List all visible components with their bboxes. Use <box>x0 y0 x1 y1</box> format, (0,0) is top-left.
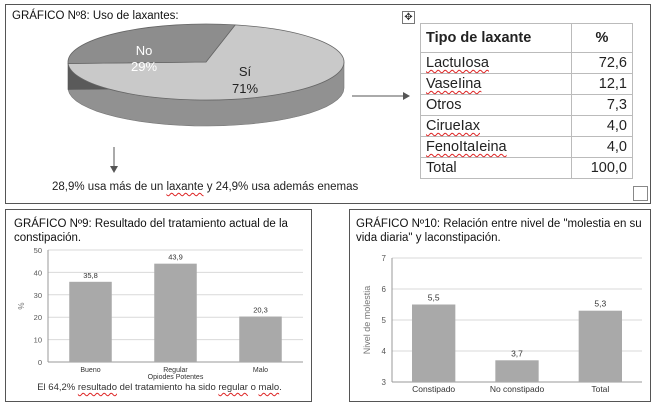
caption9-part: del tratamiento ha sido <box>116 382 219 393</box>
data-label: 3,7 <box>511 348 523 358</box>
y-tick-label: 20 <box>34 313 42 322</box>
pie-label-value: 29% <box>131 59 157 74</box>
y-tick-label: 5 <box>382 316 387 325</box>
y-tick-label: 40 <box>34 268 42 277</box>
y-axis-label: Nivel de molestia <box>362 286 372 355</box>
chart8-caption: 28,9% usa más de un laxante y 24,9% usa … <box>52 181 358 193</box>
data-label: 35,8 <box>83 271 98 280</box>
pie-label-name: No <box>136 43 153 58</box>
table-cell: FenoItaIeina <box>420 136 572 158</box>
bar <box>412 304 456 382</box>
x-tick-label: Total <box>591 384 609 394</box>
x-tick-label: Bueno <box>80 367 100 374</box>
chart9-caption: El 64,2% resultado del tratamiento ha si… <box>6 382 313 393</box>
x-tick-label: Malo <box>253 367 268 374</box>
y-tick-label: 4 <box>382 347 387 356</box>
y-tick-label: 6 <box>382 285 387 294</box>
x-tick-label: Constipado <box>412 384 455 394</box>
caption8-part: y 24,9% usa además enemas <box>203 181 359 193</box>
caption9-part: El 64,2% <box>37 382 78 393</box>
bar-chart-discomfort: 3 4 5 6 7 5,5 Constipado 3,7 No constipado 5,3 Tot… <box>362 254 642 394</box>
table-cell: 72,6 <box>571 52 633 74</box>
data-label: 5,5 <box>428 293 440 303</box>
bar <box>239 316 282 362</box>
table-cell: CirueIax <box>420 115 572 137</box>
y-tick-label: 50 <box>34 246 42 255</box>
table-row: FenoItaIeina 4,0 <box>420 136 633 158</box>
chart8-panel: GRÁFICO Nº8: Uso de laxantes: Sí 71% No 29%… <box>5 4 651 204</box>
table-row: VaseIina 12,1 <box>420 73 633 95</box>
caption9-part: . <box>279 382 282 393</box>
table-header: % <box>571 23 633 53</box>
chart9-panel: GRÁFICO Nº9: Resultado del tratamiento a… <box>5 209 312 402</box>
caption9-part: malo <box>258 382 280 393</box>
caption9-part: o <box>247 382 259 393</box>
chart10-panel: GRÁFICO Nº10: Relación entre nivel de "m… <box>349 209 651 402</box>
pie-slice-No <box>67 23 236 64</box>
x-tick-label: No constipado <box>490 384 545 394</box>
table-cell: 100,0 <box>571 157 633 179</box>
y-tick-label: 10 <box>34 336 42 345</box>
chart9-title: GRÁFICO Nº9: Resultado del tratamiento a… <box>14 218 288 244</box>
data-label: 43,9 <box>168 253 183 262</box>
y-tick-label: 7 <box>382 254 387 263</box>
caption8-part: laxante <box>166 181 204 193</box>
chart10-title: GRÁFICO Nº10: Relación entre nivel de "m… <box>356 218 642 244</box>
table-header-row: Tipo de laxante % <box>420 23 633 53</box>
table-cell: Total <box>420 157 572 179</box>
bar <box>69 281 112 362</box>
y-axis-label: % <box>17 302 26 309</box>
caption8-part: 28,9% usa más de un <box>52 181 167 193</box>
table-header: Tipo de laxante <box>420 23 572 53</box>
y-tick-label: 3 <box>382 378 387 387</box>
data-label: 5,3 <box>594 299 606 309</box>
bar <box>495 360 539 382</box>
table-cell: 4,0 <box>571 136 633 158</box>
table-row: LactuIosa 72,6 <box>420 52 633 74</box>
table-cell: 7,3 <box>571 94 633 116</box>
caption9-part: regular <box>218 382 248 393</box>
table-row: CirueIax 4,0 <box>420 115 633 137</box>
y-tick-label: 30 <box>34 291 42 300</box>
table-row: Otros 7,3 <box>420 94 633 116</box>
x-axis-label: Opiodes Potentes <box>148 374 204 381</box>
y-tick-label: 0 <box>38 358 42 367</box>
bar <box>154 263 197 362</box>
x-tick-label: Regular <box>163 367 188 374</box>
data-label: 20,3 <box>253 306 268 315</box>
bar-chart-treatment: 0 10 20 30 40 50 35,8 Bueno 43,9 Regular 20,3 Malo%… <box>17 246 303 381</box>
chart8-title: GRÁFICO Nº8: Uso de laxantes: <box>12 10 179 22</box>
bar <box>578 310 622 382</box>
pie-slice-Sí <box>67 24 345 101</box>
arrow-down-head-icon <box>110 166 118 173</box>
pie-label-value: 71% <box>232 81 258 96</box>
table-cell: 4,0 <box>571 115 633 137</box>
caption9-part: resultado <box>77 382 117 393</box>
table-row: Total 100,0 <box>420 157 633 179</box>
laxative-table: Tipo de laxante % LactuIosa 72,6 VaseIin… <box>420 23 633 179</box>
table-cell: LactuIosa <box>420 52 572 74</box>
move-icon[interactable]: ✥ <box>402 11 415 24</box>
pie-label-name: Sí <box>239 64 252 79</box>
table-cell: Otros <box>420 94 572 116</box>
arrow-right-head-icon <box>403 92 410 100</box>
table-cell: 12,1 <box>571 73 633 95</box>
table-cell: VaseIina <box>420 73 572 95</box>
resize-handle[interactable] <box>633 186 648 201</box>
